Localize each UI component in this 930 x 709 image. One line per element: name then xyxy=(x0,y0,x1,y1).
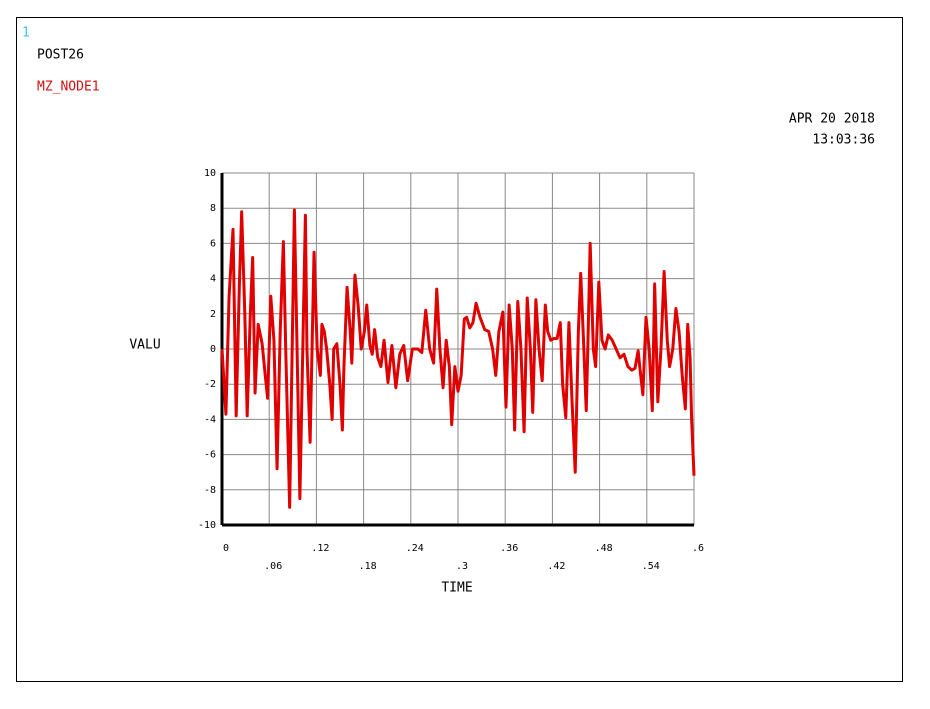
x-tick-label: 0 xyxy=(223,543,229,554)
y-axis-label: VALU xyxy=(129,338,160,353)
x-tick-label: .24 xyxy=(406,543,424,554)
x-tick-label: .48 xyxy=(595,543,613,554)
y-tick-label: -4 xyxy=(204,414,216,425)
legend-entry: MZ_NODE1 xyxy=(37,80,100,95)
x-tick-label: .36 xyxy=(500,543,518,554)
window-number: 1 xyxy=(22,26,30,41)
y-tick-label: -8 xyxy=(204,485,216,496)
y-tick-label: -6 xyxy=(204,450,216,461)
y-tick-label: 8 xyxy=(210,203,216,214)
y-tick-label: 6 xyxy=(210,238,216,249)
x-tick-label: .3 xyxy=(456,561,468,572)
x-tick-label: .42 xyxy=(547,561,565,572)
x-tick-label: .6 xyxy=(692,543,704,554)
data-line xyxy=(220,208,696,509)
y-tick-label: 2 xyxy=(210,309,216,320)
y-tick-label: 10 xyxy=(204,168,216,179)
x-tick-label: .12 xyxy=(311,543,329,554)
x-tick-label: .54 xyxy=(642,561,660,572)
date: APR 20 2018 xyxy=(789,112,875,127)
x-tick-label: .18 xyxy=(359,561,377,572)
time: 13:03:36 xyxy=(812,133,875,148)
x-tick-label: .06 xyxy=(264,561,282,572)
y-tick-label: -10 xyxy=(198,520,216,531)
program-label: POST26 xyxy=(37,48,84,63)
frame xyxy=(16,17,903,682)
y-tick-label: 0 xyxy=(210,344,216,355)
y-tick-label: -2 xyxy=(204,379,216,390)
y-tick-label: 4 xyxy=(210,274,216,285)
x-axis-label: TIME xyxy=(441,581,472,596)
